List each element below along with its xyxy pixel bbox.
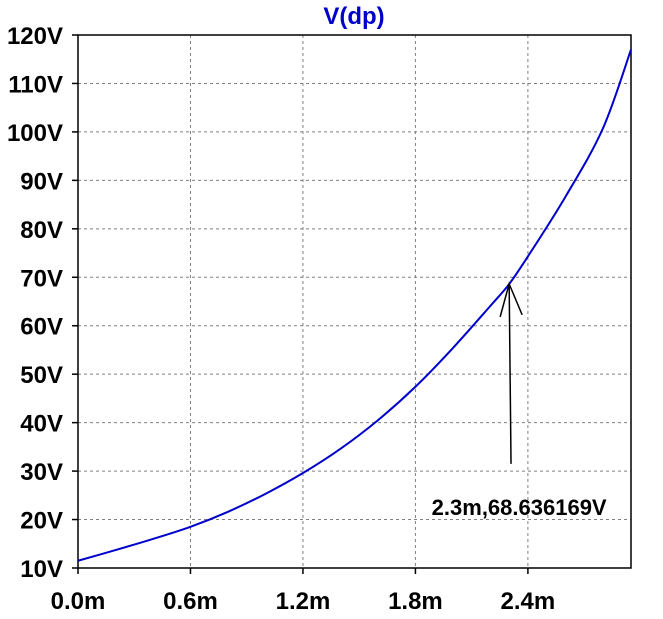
y-tick-label: 40V [20,411,63,438]
y-tick-label: 110V [8,71,63,98]
y-tick-label: 120V [7,23,63,50]
plot-area [77,34,632,569]
series-line [77,49,632,562]
y-tick-label: 10V [20,556,63,583]
annotation-arrow-head [499,281,523,318]
x-axis-ticks: 0.0m 0.6m 1.2m 1.8m 2.4m [51,568,556,615]
x-tick-label: 1.2m [276,588,331,615]
grid-lines [78,35,631,568]
y-tick-label: 100V [7,120,63,147]
x-tick-label: 0.6m [163,588,218,615]
x-tick-label: 1.8m [388,588,443,615]
y-tick-label: 70V [20,265,63,292]
annotation: 2.3m,68.636169V [432,281,607,520]
chart-title: V(dp) [323,3,384,30]
annotation-arrow-line [508,283,512,464]
series-group [77,49,632,562]
y-axis-ticks: 10V 20V 30V 40V 50V 60V 70V 80V 90V 100V 110V 120V [7,23,78,583]
y-tick-label: 80V [20,217,63,244]
annotation-label: 2.3m,68.636169V [432,495,607,520]
y-tick-label: 20V [20,508,63,535]
x-tick-label: 2.4m [501,588,556,615]
y-tick-label: 90V [20,168,63,195]
y-tick-label: 30V [20,459,63,486]
y-tick-label: 60V [20,314,63,341]
y-tick-label: 50V [20,362,63,389]
x-tick-label: 0.0m [51,588,106,615]
